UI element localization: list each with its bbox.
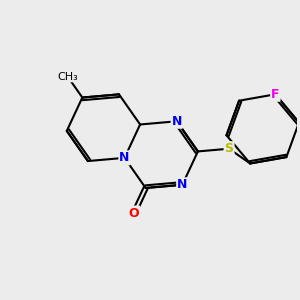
Text: N: N bbox=[172, 115, 182, 128]
Text: S: S bbox=[225, 142, 234, 155]
Text: F: F bbox=[271, 88, 280, 101]
Text: N: N bbox=[177, 178, 188, 191]
Text: CH₃: CH₃ bbox=[57, 72, 78, 82]
Text: O: O bbox=[129, 206, 139, 220]
Text: N: N bbox=[119, 151, 130, 164]
